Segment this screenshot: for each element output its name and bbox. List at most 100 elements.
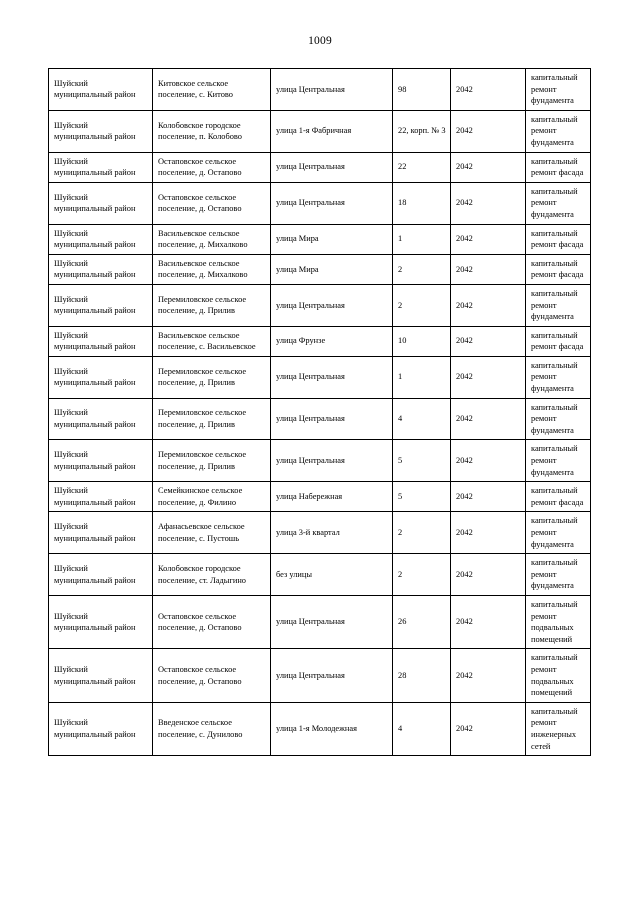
table-cell-work: капитальный ремонт фундамента (525, 397, 591, 441)
table-row: Шуйский муниципальный район Остаповское с… (48, 181, 591, 225)
table-cell-region: Шуйский муниципальный район (48, 511, 153, 555)
page-number: 1009 (308, 35, 332, 47)
table-cell-region: Шуйский муниципальный район (48, 648, 153, 703)
table-row: Шуйский муниципальный район Перемиловское… (48, 355, 591, 399)
table-cell-settlement: Колобовское городское поселение, ст. Лад… (152, 553, 271, 596)
table-cell-region: Шуйский муниципальный район (48, 109, 153, 153)
table-row: Шуйский муниципальный район Колобовское г… (48, 109, 591, 153)
table-row: Шуйский муниципальный район Перемиловское… (48, 439, 591, 483)
table-cell-street: улица 1-я Фабричная (270, 109, 393, 153)
table-cell-settlement: Васильевское сельское поселение, д. Миха… (152, 223, 271, 255)
table-cell-settlement: Перемиловское сельское поселение, д. При… (152, 283, 271, 327)
table-cell-work: капитальный ремонт инженерных сетей (525, 701, 591, 757)
table-cell-settlement: Остаповское сельское поселение, д. Остап… (152, 594, 271, 650)
table-row: Шуйский муниципальный район Остаповское с… (48, 648, 591, 703)
table-cell-region: Шуйский муниципальный район (48, 397, 153, 441)
table-cell-house: 10 (392, 325, 451, 357)
table-cell-settlement: Семейкинское сельское поселение, д. Фили… (152, 481, 271, 513)
table-cell-year: 2042 (450, 151, 526, 183)
table-cell-region: Шуйский муниципальный район (48, 553, 153, 596)
table-cell-street: улица Центральная (270, 68, 393, 111)
table-cell-region: Шуйский муниципальный район (48, 181, 153, 225)
table-cell-house: 18 (392, 181, 451, 225)
table-cell-work: капитальный ремонт подвальных помещений (525, 648, 591, 703)
table-cell-region: Шуйский муниципальный район (48, 253, 153, 285)
table-cell-year: 2042 (450, 553, 526, 596)
registry-table-body: Шуйский муниципальный район Китовское сел… (48, 68, 591, 757)
table-cell-year: 2042 (450, 594, 526, 650)
table-cell-settlement: Васильевское сельское поселение, д. Миха… (152, 253, 271, 285)
table-cell-house: 98 (392, 68, 451, 111)
table-cell-year: 2042 (450, 439, 526, 483)
table-cell-settlement: Колобовское городское поселение, п. Коло… (152, 109, 271, 153)
table-cell-settlement: Васильевское сельское поселение, с. Васи… (152, 325, 271, 357)
table-cell-street: улица Центральная (270, 594, 393, 650)
table-cell-street: улица Центральная (270, 439, 393, 483)
table-cell-house: 5 (392, 481, 451, 513)
table-cell-house: 28 (392, 648, 451, 703)
registry-table: Шуйский муниципальный район Китовское сел… (48, 68, 591, 757)
table-cell-region: Шуйский муниципальный район (48, 68, 153, 111)
table-cell-street: улица Центральная (270, 151, 393, 183)
table-cell-region: Шуйский муниципальный район (48, 594, 153, 650)
table-row: Шуйский муниципальный район Китовское сел… (48, 68, 591, 111)
table-cell-street: улица 1-я Молодежная (270, 701, 393, 757)
table-cell-house: 1 (392, 355, 451, 399)
table-row: Шуйский муниципальный район Васильевское … (48, 253, 591, 285)
table-cell-year: 2042 (450, 648, 526, 703)
table-cell-work: капитальный ремонт фундамента (525, 181, 591, 225)
table-cell-year: 2042 (450, 253, 526, 285)
table-cell-settlement: Остаповское сельское поселение, д. Остап… (152, 181, 271, 225)
table-cell-region: Шуйский муниципальный район (48, 481, 153, 513)
table-row: Шуйский муниципальный район Афанасьевское… (48, 511, 591, 555)
table-cell-region: Шуйский муниципальный район (48, 439, 153, 483)
table-cell-year: 2042 (450, 397, 526, 441)
table-row: Шуйский муниципальный район Перемиловское… (48, 397, 591, 441)
table-cell-house: 2 (392, 553, 451, 596)
table-cell-year: 2042 (450, 481, 526, 513)
table-cell-house: 2 (392, 511, 451, 555)
table-cell-settlement: Китовское сельское поселение, с. Китово (152, 68, 271, 111)
table-cell-work: капитальный ремонт фасада (525, 325, 591, 357)
table-cell-house: 4 (392, 397, 451, 441)
table-cell-street: улица Фрунзе (270, 325, 393, 357)
table-row: Шуйский муниципальный район Остаповское с… (48, 151, 591, 183)
table-row: Шуйский муниципальный район Семейкинское … (48, 481, 591, 513)
table-row: Шуйский муниципальный район Перемиловское… (48, 283, 591, 327)
table-row: Шуйский муниципальный район Васильевское … (48, 325, 591, 357)
table-row: Шуйский муниципальный район Васильевское … (48, 223, 591, 255)
table-cell-year: 2042 (450, 701, 526, 757)
table-cell-work: капитальный ремонт фундамента (525, 109, 591, 153)
table-cell-region: Шуйский муниципальный район (48, 325, 153, 357)
table-cell-settlement: Перемиловское сельское поселение, д. При… (152, 355, 271, 399)
table-cell-house: 2 (392, 253, 451, 285)
table-cell-house: 26 (392, 594, 451, 650)
table-cell-settlement: Перемиловское сельское поселение, д. При… (152, 439, 271, 483)
table-cell-work: капитальный ремонт фасада (525, 151, 591, 183)
table-row: Шуйский муниципальный район Введенское се… (48, 701, 591, 757)
table-cell-street: улица Центральная (270, 355, 393, 399)
table-cell-region: Шуйский муниципальный район (48, 151, 153, 183)
table-cell-house: 4 (392, 701, 451, 757)
table-cell-street: улица Центральная (270, 648, 393, 703)
table-cell-year: 2042 (450, 109, 526, 153)
table-cell-house: 2 (392, 283, 451, 327)
table-cell-settlement: Введенское сельское поселение, с. Дунило… (152, 701, 271, 757)
table-cell-settlement: Остаповское сельское поселение, д. Остап… (152, 648, 271, 703)
table-cell-settlement: Афанасьевское сельское поселение, с. Пус… (152, 511, 271, 555)
table-cell-work: капитальный ремонт фундамента (525, 439, 591, 483)
table-cell-region: Шуйский муниципальный район (48, 355, 153, 399)
table-cell-street: улица Набережная (270, 481, 393, 513)
table-cell-street: улица Мира (270, 253, 393, 285)
table-cell-street: улица Мира (270, 223, 393, 255)
table-cell-house: 5 (392, 439, 451, 483)
registry-table-container: Шуйский муниципальный район Китовское сел… (48, 68, 591, 757)
table-cell-year: 2042 (450, 325, 526, 357)
table-cell-settlement: Остаповское сельское поселение, д. Остап… (152, 151, 271, 183)
table-cell-house: 22, корп. № 3 (392, 109, 451, 153)
table-cell-year: 2042 (450, 68, 526, 111)
table-cell-year: 2042 (450, 355, 526, 399)
table-cell-work: капитальный ремонт фундамента (525, 283, 591, 327)
table-cell-street: без улицы (270, 553, 393, 596)
table-cell-work: капитальный ремонт фасада (525, 481, 591, 513)
